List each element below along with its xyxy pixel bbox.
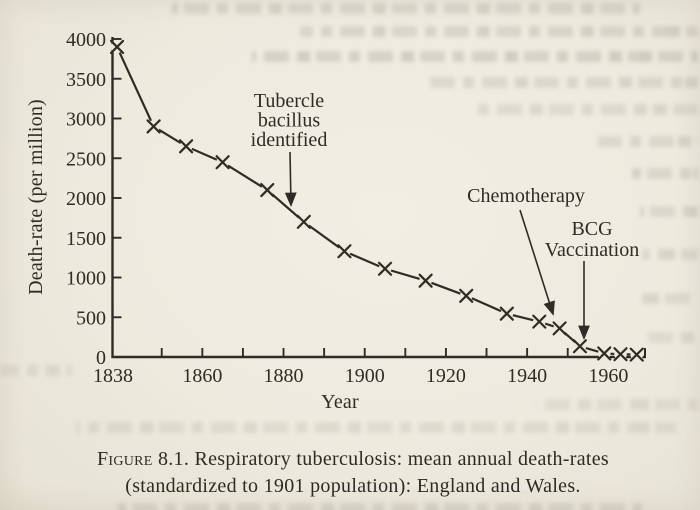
data-marker-x (459, 288, 474, 303)
figure-chart: 0 500 1000 1500 2000 2500 3000 3500 4000 1838 1860… (25, 29, 646, 413)
data-marker-x (146, 119, 161, 134)
annotation-arrow (519, 209, 555, 316)
data-marker-x (109, 39, 125, 55)
y-axis-title: Death-rate (per million) (25, 99, 47, 295)
y-tick-label: 2000 (66, 188, 106, 210)
data-marker-x (552, 321, 567, 336)
x-tick-label: 1940 (507, 365, 547, 387)
annotation-label: Tubercle (254, 90, 324, 112)
x-tick-label: 1920 (426, 365, 466, 387)
data-marker-x (260, 182, 275, 198)
bleedthrough-text-ghost (76, 422, 676, 433)
x-tick-label: 1900 (345, 365, 385, 387)
data-marker-x (337, 244, 352, 259)
data-marker-x (377, 261, 393, 276)
annotation-label: bacillus (258, 110, 320, 132)
y-tick-label: 500 (76, 307, 106, 329)
annotation-label: Vaccination (545, 239, 639, 261)
caption-line2: (standardized to 1901 population): Engla… (125, 475, 581, 497)
y-tick-label: 4000 (66, 29, 106, 51)
axes: 0 500 1000 1500 2000 2500 3000 3500 4000 1838 1860… (66, 29, 646, 387)
caption-line1-text: Respiratory tuberculosis: mean annual de… (189, 448, 610, 470)
annotation-label: Chemotherapy (467, 185, 585, 207)
data-marker-x (418, 273, 433, 288)
caption-line1: Figure 8.1. Respiratory tuberculosis: me… (8, 446, 698, 473)
data-marker-x (499, 306, 514, 321)
y-tick-label: 3000 (66, 109, 106, 131)
x-tick-label: 1860 (182, 365, 222, 387)
x-axis-title: Year (321, 391, 359, 413)
figure-caption: Figure 8.1. Respiratory tuberculosis: me… (8, 446, 698, 500)
y-tick-label: 1500 (66, 228, 106, 250)
y-tick-label: 1000 (66, 268, 106, 290)
x-tick-label: 1880 (264, 365, 304, 387)
y-tick-label: 2500 (66, 148, 106, 170)
data-marker-x (629, 347, 644, 362)
data-marker-x (597, 346, 612, 361)
annotation-arrow (284, 151, 297, 208)
annotation-label: identified (251, 129, 328, 151)
data-marker-x (572, 339, 587, 354)
data-marker-x (296, 214, 311, 229)
bleedthrough-text-ghost (118, 503, 642, 510)
y-tick-label: 0 (96, 347, 106, 369)
y-tick-label: 3500 (66, 69, 106, 91)
axis-spines (111, 37, 646, 359)
data-marker-x (215, 155, 230, 170)
x-tick-label: 1838 (93, 365, 133, 387)
annotation-label: BCG (571, 218, 612, 240)
data-marker-x (613, 347, 628, 362)
data-marker-x (532, 314, 547, 329)
x-tick-label: 1960 (588, 365, 628, 387)
caption-figure-label: Figure 8.1. (96, 448, 190, 470)
data-series (109, 39, 644, 362)
data-marker-x (178, 139, 194, 154)
